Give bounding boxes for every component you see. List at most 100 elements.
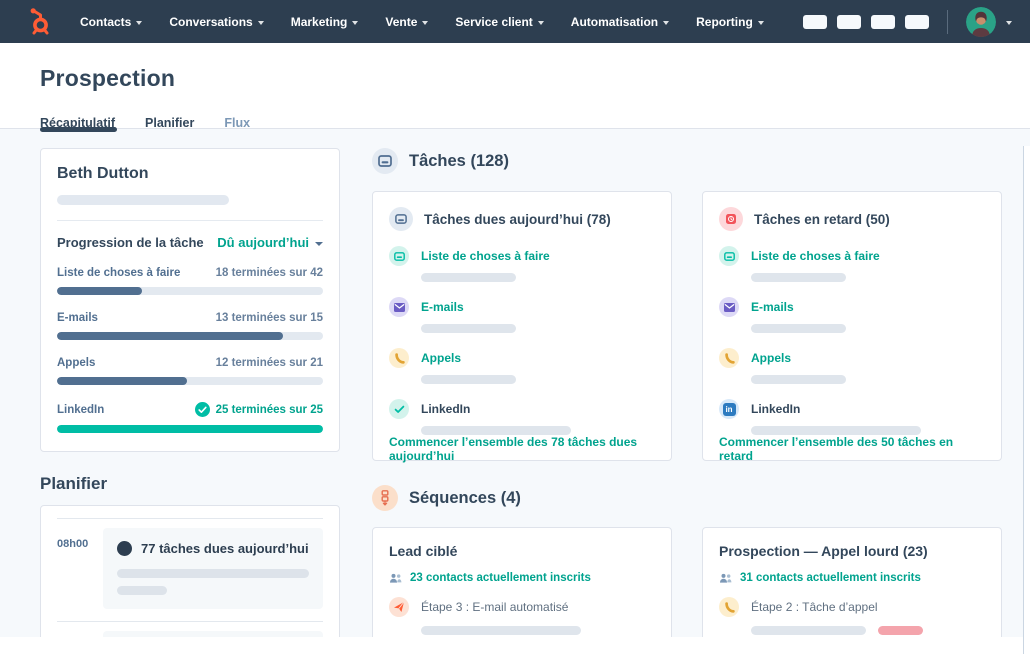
text-placeholder (421, 273, 516, 282)
sequence-step: Étape 3 : E-mail automatisé (389, 597, 655, 617)
profile-card: Beth Dutton Progression de la tâche Dû a… (40, 148, 340, 452)
progress-row-calls: Appels 12 terminées sur 21 (57, 357, 323, 385)
page-header: Prospection Récapitulatif Planifier Flux (0, 43, 1030, 132)
enrolled-contacts-link[interactable]: 23 contacts actuellement inscrits (389, 572, 655, 584)
sequences-section-header: Séquences (4) (372, 485, 1002, 511)
calendar-event-tasks[interactable]: 77 tâches dues aujourd’hui (103, 528, 323, 609)
tab-flux[interactable]: Flux (224, 116, 251, 130)
event-dot-icon (117, 541, 132, 556)
due-filter-dropdown[interactable]: Dû aujourd’hui (217, 235, 323, 250)
sequence-title: Lead ciblé (389, 543, 458, 559)
tasks-icon (372, 148, 398, 174)
text-placeholder (751, 375, 846, 384)
todo-icon (389, 246, 409, 266)
top-nav: Contacts Conversations Marketing Vente S… (0, 0, 1030, 43)
sequences-section-title: Séquences (4) (409, 488, 521, 507)
send-icon (389, 597, 409, 617)
right-column: Tâches (128) Tâches dues aujourd’hui (78… (372, 129, 1002, 637)
nav-automatisation[interactable]: Automatisation (571, 15, 670, 29)
text-placeholder (117, 586, 167, 595)
chevron-down-icon (352, 20, 359, 25)
text-placeholder (751, 426, 921, 435)
nav-action-button[interactable] (803, 14, 827, 29)
main-content: Beth Dutton Progression de la tâche Dû a… (0, 129, 1030, 637)
phone-icon (719, 348, 739, 368)
time-label: 08h00 (57, 538, 89, 550)
call-tasks-link[interactable]: Appels (751, 351, 792, 365)
start-due-tasks-link[interactable]: Commencer l’ensemble des 78 tâches dues … (389, 435, 638, 463)
chevron-down-icon[interactable] (1006, 20, 1012, 25)
progress-row-todo: Liste de choses à faire 18 terminées sur… (57, 267, 323, 295)
schedule-slot: 09h00 Beth <> John (57, 621, 323, 637)
phone-icon (389, 348, 409, 368)
calendar-event-meeting[interactable]: Beth <> John (103, 631, 323, 637)
nav-action-button[interactable] (837, 14, 861, 29)
text-placeholder (421, 426, 571, 435)
linkedin-tasks-label: LinkedIn (421, 402, 471, 416)
text-placeholder (751, 324, 846, 333)
task-type-todo: Liste de choses à faire (719, 246, 985, 282)
chevron-down-icon (537, 20, 544, 25)
nav-conversations[interactable]: Conversations (169, 15, 264, 29)
progress-row-emails: E-mails 13 terminées sur 15 (57, 312, 323, 340)
nav-action-button[interactable] (905, 14, 929, 29)
overdue-placeholder (878, 626, 923, 635)
todo-tasks-link[interactable]: Liste de choses à faire (751, 249, 880, 263)
tasks-due-today-card: Tâches dues aujourd’hui (78) Liste de ch… (372, 191, 672, 463)
progress-bar (57, 332, 323, 340)
email-tasks-link[interactable]: E-mails (751, 300, 794, 314)
card-title: Tâches en retard (50) (754, 211, 890, 227)
nav-contacts[interactable]: Contacts (80, 15, 143, 29)
nav-vente[interactable]: Vente (385, 15, 429, 29)
tab-planifier[interactable]: Planifier (145, 116, 195, 130)
progress-bar (57, 377, 323, 385)
task-type-email: E-mails (719, 297, 985, 333)
profile-name: Beth Dutton (57, 165, 149, 182)
text-placeholder (421, 375, 516, 384)
enrolled-contacts-link[interactable]: 31 contacts actuellement inscrits (719, 572, 985, 584)
hubspot-logo-icon[interactable] (26, 7, 54, 37)
sequence-step: Étape 2 : Tâche d’appel (719, 597, 985, 617)
chevron-down-icon (257, 20, 264, 25)
task-type-email: E-mails (389, 297, 655, 333)
sequence-cards-row: Lead ciblé 23 contacts actuellement insc… (372, 527, 1002, 637)
chevron-down-icon (422, 20, 429, 25)
scrollbar[interactable] (1023, 146, 1030, 654)
task-type-linkedin: in LinkedIn (719, 399, 985, 435)
user-avatar[interactable] (966, 6, 996, 37)
start-overdue-tasks-link[interactable]: Commencer l’ensemble des 50 tâches en re… (719, 435, 954, 463)
todo-tasks-link[interactable]: Liste de choses à faire (421, 249, 550, 263)
task-type-todo: Liste de choses à faire (389, 246, 655, 282)
tasks-section-title: Tâches (128) (409, 151, 509, 170)
tasks-icon (389, 207, 413, 231)
text-placeholder (421, 626, 581, 635)
task-cards-row: Tâches dues aujourd’hui (78) Liste de ch… (372, 191, 1002, 463)
nav-service-client[interactable]: Service client (455, 15, 544, 29)
progress-header: Progression de la tâche Dû aujourd’hui (57, 235, 323, 250)
progress-bar (57, 287, 323, 295)
email-icon (389, 297, 409, 317)
text-placeholder (57, 195, 229, 205)
email-tasks-link[interactable]: E-mails (421, 300, 464, 314)
call-tasks-link[interactable]: Appels (421, 351, 462, 365)
nav-marketing[interactable]: Marketing (291, 15, 359, 29)
chevron-down-icon (663, 20, 670, 25)
check-icon (389, 399, 409, 419)
sequence-title: Prospection — Appel lourd (23) (719, 543, 928, 559)
divider (57, 220, 323, 221)
schedule-slot: 08h00 77 tâches dues aujourd’hui (57, 518, 323, 621)
nav-action-button[interactable] (871, 14, 895, 29)
tasks-section-header: Tâches (128) (372, 148, 1002, 174)
check-circle-icon (194, 402, 210, 417)
chevron-down-icon (315, 241, 323, 246)
text-placeholder (751, 626, 866, 635)
nav-utilities (803, 6, 1012, 37)
progress-row-linkedin: LinkedIn 25 terminées sur 25 (57, 402, 323, 433)
tab-recapitulatif[interactable]: Récapitulatif (40, 116, 118, 132)
sequences-icon (372, 485, 398, 511)
page-title: Prospection (40, 65, 176, 91)
active-tab-indicator (40, 127, 118, 132)
chevron-down-icon (757, 20, 764, 25)
nav-reporting[interactable]: Reporting (696, 15, 764, 29)
